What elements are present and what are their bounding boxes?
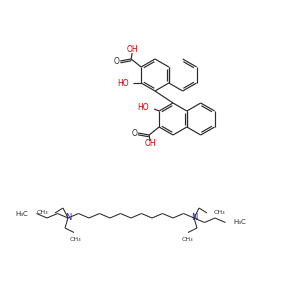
Text: HO: HO — [118, 79, 129, 88]
Text: HO: HO — [137, 103, 149, 112]
Text: CH₃: CH₃ — [181, 237, 193, 242]
Text: CH₃: CH₃ — [36, 211, 48, 215]
Text: O: O — [113, 56, 119, 65]
Text: OH: OH — [126, 46, 138, 55]
Text: O: O — [131, 128, 137, 137]
Text: N: N — [65, 214, 71, 223]
Text: N: N — [191, 214, 197, 223]
Text: H₃C: H₃C — [16, 211, 28, 217]
Text: CH₃: CH₃ — [69, 237, 81, 242]
Text: OH: OH — [144, 140, 156, 148]
Text: CH₃: CH₃ — [214, 211, 226, 215]
Text: H₃C: H₃C — [233, 220, 246, 226]
